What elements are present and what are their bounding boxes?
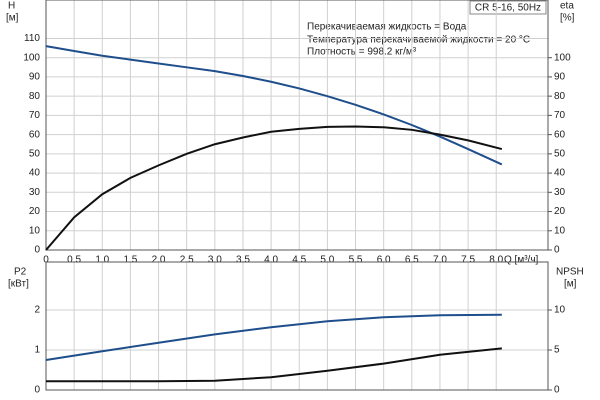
- y-tick-label: 80: [29, 91, 41, 102]
- x-tick-label: 6.5: [405, 255, 419, 266]
- curve: [45, 45, 503, 166]
- y2-tick-label: 50: [554, 148, 566, 159]
- y-tick-label: 70: [29, 110, 41, 121]
- y2-tick-label: 5: [554, 345, 560, 356]
- y-tick-label: 30: [29, 187, 41, 198]
- y-tick-label: 10: [29, 225, 41, 236]
- y-tick-label: 110: [24, 33, 40, 44]
- curve: [46, 347, 502, 383]
- x-axis-label: Q [м³/ч]: [504, 255, 539, 266]
- y2-tick-label: 100: [554, 52, 571, 63]
- y-axis-label: H: [8, 1, 15, 12]
- x-tick-label: 1.5: [123, 255, 137, 266]
- curve: [45, 125, 503, 251]
- y2-tick-label: 70: [554, 110, 566, 121]
- x-tick-label: 5.5: [349, 255, 363, 266]
- y2-tick-label: 80: [554, 91, 566, 102]
- x-tick-label: 5.0: [320, 255, 334, 266]
- y2-tick-label: 0: [554, 245, 560, 256]
- y-tick-label: 0: [34, 385, 40, 396]
- y2-tick-label: 60: [554, 129, 566, 140]
- x-tick-label: 8.0: [489, 255, 503, 266]
- x-tick-label: 2.0: [152, 255, 166, 266]
- y-axis-unit: [м]: [6, 13, 19, 24]
- x-tick-label: 7.0: [433, 255, 447, 266]
- annotation: Перекачиваемая жидкость = Вода: [307, 22, 467, 33]
- y2-tick-label: 30: [554, 187, 566, 198]
- y-tick-label: 50: [29, 148, 41, 159]
- y2-tick-label: 10: [554, 305, 566, 316]
- y-tick-label: 90: [29, 72, 41, 83]
- x-tick-label: 2.5: [180, 255, 194, 266]
- x-tick-label: 0: [43, 255, 49, 266]
- y-tick-label: 1: [34, 345, 40, 356]
- x-tick-label: 6.0: [377, 255, 391, 266]
- annotation: Плотность = 998.2 кг/м³: [307, 47, 417, 58]
- x-tick-label: 7.5: [461, 255, 475, 266]
- x-tick-label: 4.5: [292, 255, 306, 266]
- plot-frame: [45, 261, 549, 391]
- x-tick-label: 0.5: [67, 255, 81, 266]
- y2-tick-label: 0: [554, 385, 560, 396]
- y2-axis-unit: [м]: [564, 279, 577, 290]
- x-tick-label: 3.5: [236, 255, 250, 266]
- y2-axis-label: NPSH: [556, 267, 584, 278]
- annotation: Температура перекачиваемой жидкости = 20…: [307, 35, 530, 46]
- y-tick-label: 20: [29, 206, 41, 217]
- y-axis-unit: [кВт]: [8, 279, 29, 290]
- annotation-box: [469, 0, 547, 15]
- curve: [45, 313, 502, 361]
- y2-axis-unit: [%]: [560, 13, 575, 24]
- y-tick-label: 2: [34, 305, 40, 316]
- x-tick-label: 1.0: [95, 255, 109, 266]
- x-tick-label: 4.0: [264, 255, 278, 266]
- x-tick-label: 3.0: [208, 255, 222, 266]
- annotation: CR 5-16, 50Hz: [475, 3, 541, 14]
- y-tick-label: 0: [34, 245, 40, 256]
- y2-tick-label: 10: [554, 225, 566, 236]
- y-tick-label: 60: [29, 129, 41, 140]
- y-tick-label: 40: [29, 168, 41, 179]
- y-tick-label: 100: [23, 52, 40, 63]
- y2-tick-label: 90: [554, 72, 566, 83]
- y-axis-label: P2: [14, 267, 27, 278]
- y2-tick-label: 20: [554, 206, 566, 217]
- y2-axis-label: eta: [560, 1, 574, 12]
- plot-frame: [45, 0, 549, 251]
- y2-tick-label: 40: [554, 168, 566, 179]
